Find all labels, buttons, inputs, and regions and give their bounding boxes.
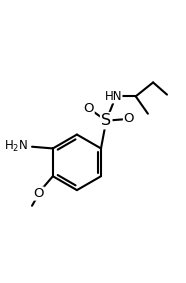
Text: O: O xyxy=(84,102,94,115)
Text: O: O xyxy=(34,187,44,200)
Text: H$_2$N: H$_2$N xyxy=(4,139,28,154)
Text: HN: HN xyxy=(104,90,122,103)
Text: S: S xyxy=(101,113,111,128)
Text: O: O xyxy=(124,112,134,125)
